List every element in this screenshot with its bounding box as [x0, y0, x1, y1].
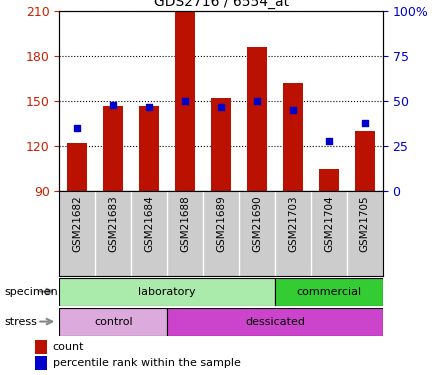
Text: GSM21705: GSM21705: [360, 195, 370, 252]
Title: GDS2716 / 6554_at: GDS2716 / 6554_at: [154, 0, 289, 9]
Text: laboratory: laboratory: [139, 286, 196, 297]
Bar: [211, 98, 231, 191]
Point: [182, 98, 189, 104]
Bar: [139, 106, 159, 191]
Text: GSM21689: GSM21689: [216, 195, 226, 252]
Bar: [59, 278, 275, 306]
Bar: [35, 340, 47, 354]
Point: [361, 120, 368, 126]
Bar: [247, 47, 267, 191]
Bar: [355, 131, 375, 191]
Point: [326, 138, 333, 144]
Bar: [59, 308, 167, 336]
Text: stress: stress: [4, 316, 37, 327]
Text: dessicated: dessicated: [245, 316, 305, 327]
Bar: [175, 11, 195, 191]
Text: count: count: [53, 342, 84, 352]
Bar: [67, 143, 87, 191]
Point: [218, 104, 225, 110]
Bar: [275, 278, 383, 306]
Bar: [319, 169, 339, 191]
Text: GSM21704: GSM21704: [324, 195, 334, 252]
Bar: [283, 83, 303, 191]
Text: control: control: [94, 316, 132, 327]
Text: GSM21683: GSM21683: [108, 195, 118, 252]
Text: GSM21703: GSM21703: [288, 195, 298, 252]
Text: GSM21682: GSM21682: [72, 195, 82, 252]
Point: [146, 104, 153, 110]
Point: [74, 125, 81, 131]
Text: percentile rank within the sample: percentile rank within the sample: [53, 358, 241, 368]
Point: [290, 107, 297, 113]
Point: [253, 98, 260, 104]
Text: GSM21688: GSM21688: [180, 195, 190, 252]
Text: GSM21684: GSM21684: [144, 195, 154, 252]
Text: GSM21690: GSM21690: [252, 195, 262, 252]
Bar: [167, 308, 383, 336]
Bar: [103, 106, 123, 191]
Text: commercial: commercial: [296, 286, 362, 297]
Bar: [35, 356, 47, 370]
Point: [110, 102, 117, 108]
Text: specimen: specimen: [4, 286, 58, 297]
